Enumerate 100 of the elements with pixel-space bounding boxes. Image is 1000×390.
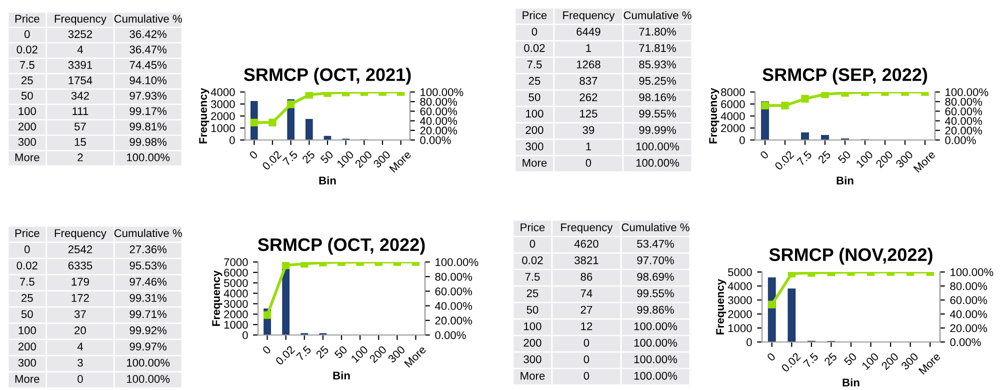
y-tick-label: 2000 xyxy=(224,310,248,318)
y2-tick-label: 0.00% xyxy=(420,136,451,144)
y2-tick-label: 20.00% xyxy=(945,126,982,135)
y-tick-label: 1000 xyxy=(728,324,752,332)
y2-tick-label: 20.00% xyxy=(420,126,458,135)
text: 100.00% xyxy=(636,142,680,150)
text: 36.47% xyxy=(130,46,167,54)
text: 100 xyxy=(18,326,36,334)
y2-tick-label: 60.00% xyxy=(420,107,458,116)
chart-title: SRMCP (OCT, 2022) xyxy=(258,238,425,255)
category-label: Cumulative % xyxy=(114,228,182,238)
y2-tick-label: 0.00% xyxy=(950,338,981,346)
y2-tick-label: 60.00% xyxy=(950,296,988,304)
x-tick-label: 0 xyxy=(760,150,769,160)
category-label: Price xyxy=(520,223,545,232)
text: 1 xyxy=(586,142,592,150)
x-tick-label: 300 xyxy=(895,150,914,168)
text: 342 xyxy=(71,92,89,100)
text: 200 xyxy=(524,338,542,347)
y-tick-label: 6000 xyxy=(721,100,745,108)
x-tick-label: 25 xyxy=(302,150,316,164)
text: 100.00% xyxy=(636,158,680,167)
text: 0.02 xyxy=(524,44,545,52)
text: 100.00% xyxy=(634,338,678,347)
text: 27.36% xyxy=(130,245,167,254)
category-label: Cumulative % xyxy=(622,223,690,232)
text: 86 xyxy=(580,272,592,281)
text: 99.99% xyxy=(639,126,676,134)
y-tick-label: 4000 xyxy=(224,290,248,298)
x-tick-label: 300 xyxy=(372,150,391,168)
y2-tick-label: 100.00% xyxy=(436,258,478,266)
text: 50 xyxy=(528,93,540,102)
y2-tick-label: 80.00% xyxy=(945,98,982,106)
y-axis-title: Frequency xyxy=(709,88,720,144)
y2-tick-label: 60.00% xyxy=(945,107,982,116)
y-axis-title: Frequency xyxy=(716,278,726,334)
text: 3391 xyxy=(68,61,92,69)
y2-tick-label: 100.00% xyxy=(946,88,988,96)
y-tick-label: 6000 xyxy=(224,268,248,277)
y-tick-label: 3000 xyxy=(728,296,752,304)
category-label: Price xyxy=(15,14,40,23)
y-tick-label: 0 xyxy=(740,136,745,144)
y-tick-label: 2000 xyxy=(728,310,752,318)
text: 7.5 xyxy=(20,278,34,286)
x-tick-label: 25 xyxy=(818,150,832,164)
text: 0.02 xyxy=(16,46,38,54)
y2-tick-label: 80.00% xyxy=(950,282,988,290)
x-tick-label: 0 xyxy=(262,345,272,355)
text: 53.47% xyxy=(637,240,674,248)
text: 97.70% xyxy=(637,256,674,264)
text: 99.71% xyxy=(130,310,167,318)
text: 98.69% xyxy=(637,272,674,281)
text: 12 xyxy=(581,322,592,330)
text: 200 xyxy=(18,122,36,130)
text: 4 xyxy=(77,46,83,54)
text: 97.93% xyxy=(130,92,167,100)
y2-tick-label: 40.00% xyxy=(950,310,988,318)
text: 179 xyxy=(72,278,89,286)
x-tick-label: 200 xyxy=(369,345,387,364)
text: 0.02 xyxy=(522,256,543,264)
text: 99.98% xyxy=(130,138,167,146)
y-tick-label: 3000 xyxy=(210,100,235,108)
text: 25 xyxy=(22,76,33,84)
text: 50 xyxy=(21,310,33,318)
text: 4 xyxy=(77,342,83,350)
x-tick-label: 0 xyxy=(248,150,258,160)
category-label: Frequency xyxy=(54,229,106,240)
text: 837 xyxy=(580,76,598,85)
text: 15 xyxy=(74,138,86,146)
y2-tick-label: 20.00% xyxy=(435,316,472,325)
text: 57 xyxy=(74,122,86,130)
text: 99.86% xyxy=(637,306,674,314)
text: 7.5 xyxy=(527,60,542,68)
x-tick-label: 0.02 xyxy=(774,150,794,170)
x-tick-label: 25 xyxy=(316,345,330,359)
text: 20 xyxy=(74,326,86,334)
y-tick-label: 4000 xyxy=(728,282,752,290)
text: 200 xyxy=(526,126,544,134)
y-tick-label: 4000 xyxy=(720,112,745,120)
text: 0.02 xyxy=(16,262,38,270)
y2-tick-label: 80.00% xyxy=(435,272,472,281)
y2-tick-label: 40.00% xyxy=(944,117,982,125)
text: 7.5 xyxy=(20,61,34,69)
x-tick-label: 7.5 xyxy=(282,150,298,166)
text: 25 xyxy=(22,294,33,302)
text: 2542 xyxy=(68,245,92,254)
text: 100.00% xyxy=(634,355,678,364)
text: 99.81% xyxy=(130,122,167,130)
text: 25 xyxy=(528,76,540,85)
y-tick-label: 0 xyxy=(242,331,248,340)
text: 74.45% xyxy=(130,61,167,69)
y-tick-label: 5000 xyxy=(728,268,752,276)
category-label: Frequency xyxy=(563,11,615,22)
x-tick-label: 100 xyxy=(336,150,354,168)
x-tick-label: 200 xyxy=(880,352,899,370)
x-tick-label: 7.5 xyxy=(796,150,812,166)
category-label: Frequency xyxy=(54,14,106,25)
text: 2 xyxy=(78,153,83,162)
text: 0 xyxy=(530,240,536,248)
text: 1268 xyxy=(576,60,600,68)
